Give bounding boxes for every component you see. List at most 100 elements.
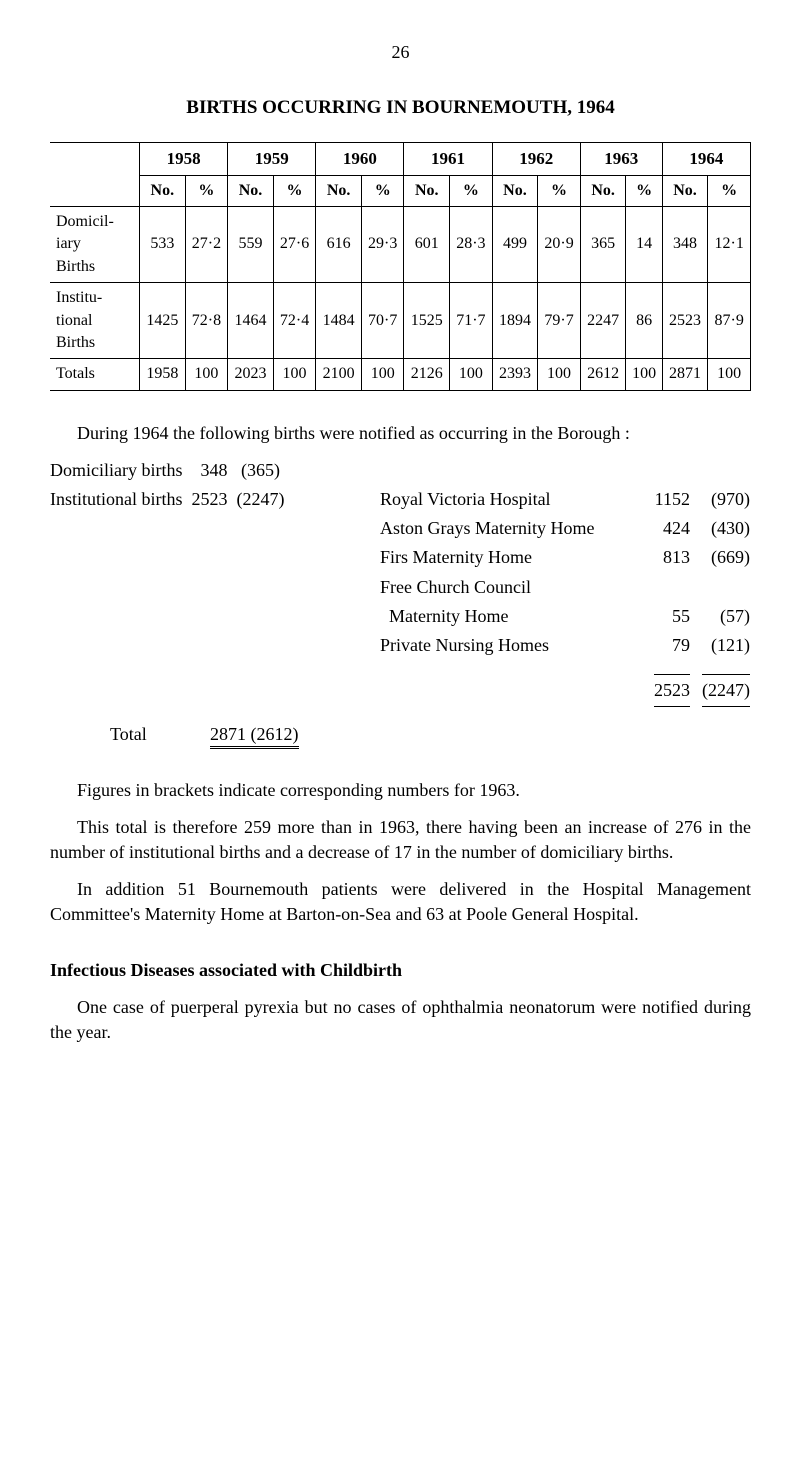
- year-1963: 1963: [580, 142, 662, 175]
- breakdown-total-num: 2523: [640, 668, 690, 707]
- sub-no: No.: [228, 175, 274, 206]
- breakdown-num: 1152: [640, 487, 690, 512]
- cell: 100: [361, 359, 404, 390]
- cell: 348: [662, 206, 708, 282]
- cell: 100: [708, 359, 751, 390]
- breakdown-paren: (430): [690, 516, 750, 541]
- section-header-infectious: Infectious Diseases associated with Chil…: [50, 958, 751, 983]
- cell: 27·6: [273, 206, 316, 282]
- row-label: Domicil- iary Births: [50, 206, 140, 282]
- row-label: Institu- tional Births: [50, 283, 140, 359]
- domiciliary-paren: (365): [241, 460, 280, 480]
- institutional-summary: Institutional births 2523 (2247) Royal V…: [50, 487, 751, 512]
- sub-no: No.: [580, 175, 626, 206]
- para-increase: This total is therefore 259 more than in…: [50, 815, 751, 865]
- sub-pct: %: [708, 175, 751, 206]
- breakdown-num: 55: [640, 604, 690, 629]
- cell: 71·7: [450, 283, 493, 359]
- year-1964: 1964: [662, 142, 750, 175]
- row-label: Totals: [50, 359, 140, 390]
- cell: 86: [626, 283, 662, 359]
- total-row: Total 2871 (2612): [50, 722, 751, 747]
- cell: 559: [228, 206, 274, 282]
- sub-pct: %: [538, 175, 581, 206]
- subheader-row: No.% No.% No.% No.% No.% No.% No.%: [50, 175, 751, 206]
- cell: 1958: [140, 359, 186, 390]
- table-row-institutional: Institu- tional Births 142572·8 146472·4…: [50, 283, 751, 359]
- para-addition: In addition 51 Bournemouth patients were…: [50, 877, 751, 927]
- sub-no: No.: [316, 175, 362, 206]
- figures-note: Figures in brackets indicate correspondi…: [50, 778, 751, 803]
- cell: 1484: [316, 283, 362, 359]
- breakdown-paren: (970): [690, 487, 750, 512]
- cell: 87·9: [708, 283, 751, 359]
- domiciliary-summary: Domiciliary births 348 (365): [50, 458, 751, 483]
- cell: 20·9: [538, 206, 581, 282]
- breakdown-num: 813: [640, 545, 690, 570]
- sub-no: No.: [140, 175, 186, 206]
- breakdown-name: Aston Grays Maternity Home: [380, 516, 640, 541]
- breakdown-name: Royal Victoria Hospital: [380, 487, 640, 512]
- breakdown-name: Private Nursing Homes: [380, 633, 640, 658]
- breakdown-total-paren: (2247): [690, 668, 750, 707]
- year-header-row: 1958 1959 1960 1961 1962 1963 1964: [50, 142, 751, 175]
- sub-pct: %: [450, 175, 493, 206]
- cell: 100: [273, 359, 316, 390]
- breakdown-name: Maternity Home: [380, 604, 640, 629]
- breakdown-row: Aston Grays Maternity Home 424 (430): [50, 516, 751, 541]
- table-row-domiciliary: Domicil- iary Births 53327·2 55927·6 616…: [50, 206, 751, 282]
- cell: 79·7: [538, 283, 581, 359]
- breakdown-row: Firs Maternity Home 813 (669): [50, 545, 751, 570]
- cell: 2247: [580, 283, 626, 359]
- cell: 365: [580, 206, 626, 282]
- institutional-label: Institutional births: [50, 489, 183, 509]
- cell: 27·2: [185, 206, 228, 282]
- domiciliary-num: 348: [200, 460, 227, 480]
- sub-pct: %: [626, 175, 662, 206]
- cell: 601: [404, 206, 450, 282]
- cell: 1525: [404, 283, 450, 359]
- cell: 499: [492, 206, 538, 282]
- cell: 2393: [492, 359, 538, 390]
- births-table: 1958 1959 1960 1961 1962 1963 1964 No.% …: [50, 142, 751, 391]
- cell: 2523: [662, 283, 708, 359]
- cell: 100: [626, 359, 662, 390]
- breakdown-num: [640, 575, 690, 600]
- cell: 2612: [580, 359, 626, 390]
- sub-no: No.: [492, 175, 538, 206]
- total-label: Total: [50, 722, 210, 747]
- cell: 12·1: [708, 206, 751, 282]
- breakdown-num: 424: [640, 516, 690, 541]
- breakdown-paren: (669): [690, 545, 750, 570]
- cell: 70·7: [361, 283, 404, 359]
- cell: 28·3: [450, 206, 493, 282]
- cell: 616: [316, 206, 362, 282]
- domiciliary-label: Domiciliary births: [50, 460, 182, 480]
- cell: 100: [538, 359, 581, 390]
- cell: 1894: [492, 283, 538, 359]
- cell: 29·3: [361, 206, 404, 282]
- year-1962: 1962: [492, 142, 580, 175]
- cell: 2023: [228, 359, 274, 390]
- sub-no: No.: [662, 175, 708, 206]
- sub-pct: %: [273, 175, 316, 206]
- institutional-left: Institutional births 2523 (2247): [50, 487, 380, 512]
- breakdown-paren: [690, 575, 750, 600]
- para-infectious: One case of puerperal pyrexia but no cas…: [50, 995, 751, 1045]
- table-row-totals: Totals 1958100 2023100 2100100 2126100 2…: [50, 359, 751, 390]
- cell: 2871: [662, 359, 708, 390]
- cell: 2100: [316, 359, 362, 390]
- year-1958: 1958: [140, 142, 228, 175]
- breakdown-row: Private Nursing Homes 79 (121): [50, 633, 751, 658]
- domiciliary-left: Domiciliary births 348 (365): [50, 458, 380, 483]
- cell: 533: [140, 206, 186, 282]
- cell: 100: [185, 359, 228, 390]
- blank-header: [50, 142, 140, 206]
- cell: 2126: [404, 359, 450, 390]
- year-1961: 1961: [404, 142, 492, 175]
- sub-pct: %: [361, 175, 404, 206]
- breakdown-total-row: 2523 (2247): [50, 668, 751, 707]
- year-1960: 1960: [316, 142, 404, 175]
- breakdown-num: 79: [640, 633, 690, 658]
- cell: 14: [626, 206, 662, 282]
